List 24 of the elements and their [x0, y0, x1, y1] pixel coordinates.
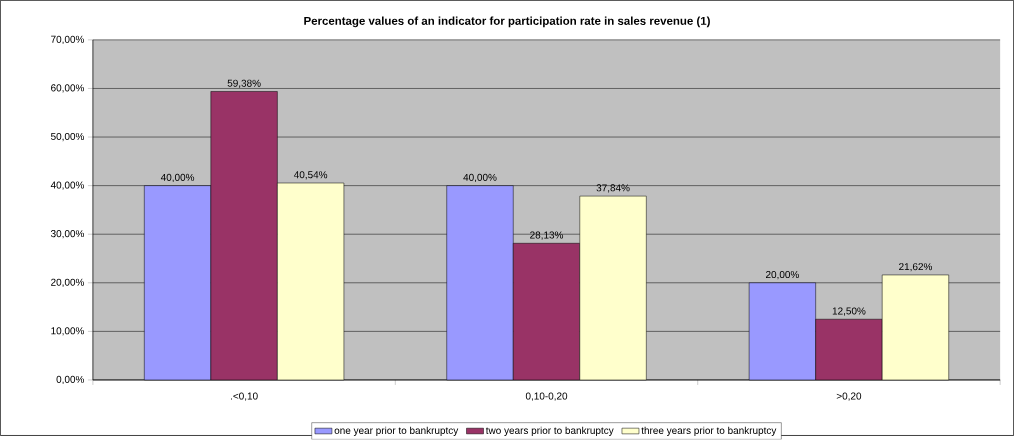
y-tick-label: 0,00% [56, 376, 85, 385]
x-tick-label: .<0,10 [231, 392, 258, 401]
data-label: 40,00% [160, 174, 195, 183]
data-label: 21,62% [899, 263, 933, 272]
legend-label: one year prior to bankruptcy [334, 426, 459, 437]
y-tick-label: 10,00% [51, 327, 85, 336]
y-tick-label: 60,00% [51, 84, 85, 93]
y-tick-label: 50,00% [50, 133, 85, 142]
y-tick-label: 70,00% [51, 35, 85, 45]
x-tick-label: >0,20 [836, 392, 862, 401]
y-tick-label: 30,00% [50, 230, 85, 239]
data-label: 12,50% [832, 307, 866, 316]
data-label: 40,00% [463, 174, 497, 183]
data-label: 20,00% [766, 271, 799, 280]
y-tick-label: 20,00% [51, 278, 85, 288]
data-label: 28,13% [530, 231, 564, 240]
data-label: 59,38% [227, 79, 261, 89]
chart-title: Percentage values of an indicator for participation rate in sales revenue (1) [304, 16, 710, 28]
y-tick-label: 40,00% [50, 181, 85, 190]
legend-label: three years prior to bankruptcy [641, 426, 777, 437]
legend-label: two years prior to bankruptcy [485, 426, 614, 437]
data-label: 37,84% [596, 184, 630, 193]
x-tick-label: 0,10-0,20 [525, 392, 568, 401]
data-label: 40,54% [293, 171, 328, 180]
